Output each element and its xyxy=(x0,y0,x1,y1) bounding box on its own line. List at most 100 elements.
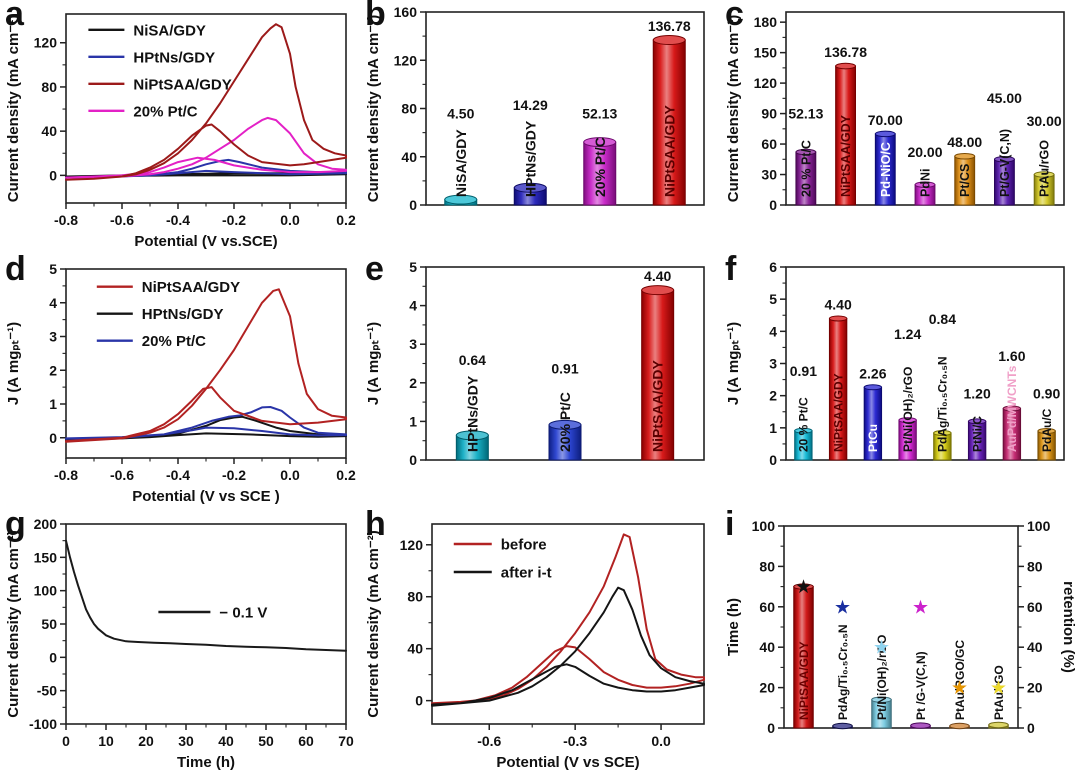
chart-c-bars: 0 30 60 90 120 150 180 Current density (mA cm⁻²… xyxy=(725,11,1065,213)
y-axis-label: Current density (mA cm⁻²) xyxy=(365,15,382,202)
plot-frame xyxy=(65,268,347,459)
bar-name: Pt/Ni(OH)₂/rGO xyxy=(875,635,889,720)
x-tick-label: -0.6 xyxy=(110,212,134,228)
y-tick-label: 20 xyxy=(759,680,775,696)
bar-name: 20 % Pt/C xyxy=(799,140,813,197)
bar-name: NiPtSAA/GDY xyxy=(650,360,666,452)
curve xyxy=(431,586,705,707)
y-tick-label: 40 xyxy=(401,149,417,165)
bar-top xyxy=(967,418,987,425)
y-axis-label: J (A mgₚₜ⁻¹) xyxy=(725,322,742,405)
x-tick-label: 70 xyxy=(338,733,354,749)
x-tick-label: -0.3 xyxy=(563,733,587,749)
bar-value: 136.78 xyxy=(824,44,867,60)
bar-value: 2.26 xyxy=(859,365,886,381)
panel-letter-f: f xyxy=(725,250,737,288)
y-tick-label: 80 xyxy=(759,558,775,574)
y-tick-label: 40 xyxy=(759,639,775,655)
x-tick-label: 50 xyxy=(258,733,274,749)
bar-name: PtCu xyxy=(866,424,880,452)
plot-frame xyxy=(431,523,705,725)
y-tick-label: 1 xyxy=(769,420,777,436)
y-tick-label: 120 xyxy=(394,52,418,68)
y-tick-label: 0 xyxy=(409,197,417,213)
y-tick-label: 160 xyxy=(394,4,418,20)
y-tick-label: 180 xyxy=(754,14,778,30)
panel-c: c 0 30 60 90 120 150 180 Current density (mA cm… xyxy=(720,0,1080,255)
y-axis-label: J (A mgₚₜ⁻¹) xyxy=(5,322,22,405)
curve xyxy=(65,23,347,181)
bar-top xyxy=(933,429,952,436)
bar-top xyxy=(828,315,848,322)
x-tick-label: -0.2 xyxy=(222,467,246,483)
legend-label: HPtNs/GDY xyxy=(142,306,224,323)
bar-name: PdAg/Ti₀.₅Cr₀.₅N xyxy=(836,624,850,720)
chart-b-bars: 0 40 80 120 160 Current density (mA cm⁻²) NiSA… xyxy=(365,4,705,213)
y2-tick-label: 60 xyxy=(1027,599,1043,615)
bar-name: PtNi/C xyxy=(970,416,984,452)
x-tick-label: -0.4 xyxy=(166,212,190,228)
y-tick-label: 2 xyxy=(409,375,417,391)
bar-value: 70.00 xyxy=(868,112,903,128)
x-tick-label: 0 xyxy=(62,733,70,749)
y-tick-label: 30 xyxy=(761,167,777,183)
bar-value: 52.13 xyxy=(788,105,823,121)
x-tick-label: -0.8 xyxy=(54,467,78,483)
legend-label: 20% Pt/C xyxy=(133,103,197,120)
y-tick-label: 200 xyxy=(34,516,58,532)
panel-letter-i: i xyxy=(725,505,735,543)
bar-top xyxy=(455,430,489,441)
panel-letter-e: e xyxy=(365,250,384,288)
bar-name: Pt/Ni(OH)₂/rGO xyxy=(901,367,915,452)
y-tick-label: 60 xyxy=(759,599,775,615)
bar-top xyxy=(910,722,931,729)
chart-i-stability: 0 20 40 60 80 100 0 20 40 60 80 100 Time (h) retentio… xyxy=(725,518,1077,736)
bar-name: NiSA/GDY xyxy=(453,129,469,197)
x-tick-label: 10 xyxy=(98,733,114,749)
curve xyxy=(65,288,347,443)
x-tick-label: 0.0 xyxy=(280,467,300,483)
x-tick-label: 60 xyxy=(298,733,314,749)
plot-frame xyxy=(783,525,1019,729)
y-tick-label: 1 xyxy=(49,396,57,412)
bar-value: 1.20 xyxy=(964,385,991,401)
y-tick-label: 5 xyxy=(49,261,57,277)
plot-frame xyxy=(65,523,347,725)
bar-top xyxy=(874,130,896,138)
x-axis-label: Potential (V vs.SCE) xyxy=(134,233,277,250)
y-tick-label: 5 xyxy=(769,291,777,307)
chart-e-bars: 0 1 2 3 4 5 J (A mgₚₜ⁻¹) HPtNs/GDY 0.64 20% Pt/C 0… xyxy=(365,259,705,468)
bar-value: 4.40 xyxy=(644,268,671,284)
bar-top xyxy=(583,137,617,148)
bar-top xyxy=(994,156,1015,163)
legend-label: 20% Pt/C xyxy=(142,333,206,350)
bar-name: AuPd/MWCNTs xyxy=(1005,365,1019,452)
bar-name: PtAu/rGO xyxy=(1038,140,1052,197)
y-tick-label: 0 xyxy=(769,197,777,213)
chart-f-bars: 0 1 2 3 4 5 6 J (A mgₚₜ⁻¹) 20 % Pt/C 0.91 NiPtSAA/… xyxy=(725,259,1065,468)
bar-top xyxy=(1033,171,1055,178)
bar-top xyxy=(652,35,686,45)
x-tick-label: 0.0 xyxy=(651,733,671,749)
x-tick-label: 30 xyxy=(178,733,194,749)
y-tick-label: 1 xyxy=(409,413,417,429)
chart-d-cv: 0 1 2 3 4 5 -0.8 -0.6 -0.4 -0.2 0.0 0.2 J (A mgₚₜ⁻¹)… xyxy=(5,261,356,505)
x-tick-label: 40 xyxy=(218,733,234,749)
curve xyxy=(65,539,347,652)
bar xyxy=(548,424,582,461)
x-tick-label: -0.4 xyxy=(166,467,190,483)
bar-top xyxy=(871,696,892,703)
curve xyxy=(431,533,705,706)
y-axis-label: Current density (mA cm⁻²) xyxy=(5,530,22,717)
y-tick-label: -50 xyxy=(37,683,57,699)
bar-top xyxy=(793,583,814,590)
y-tick-label: 80 xyxy=(41,79,57,95)
bar-top xyxy=(1037,428,1056,435)
x-axis-label: Potential (V vs SCE ) xyxy=(132,488,280,505)
y-tick-label: 100 xyxy=(34,583,58,599)
bar-value: 30.00 xyxy=(1027,113,1062,129)
bar-value: 0.90 xyxy=(1033,385,1060,401)
y-tick-label: 80 xyxy=(401,101,417,117)
bar-top xyxy=(513,182,547,193)
